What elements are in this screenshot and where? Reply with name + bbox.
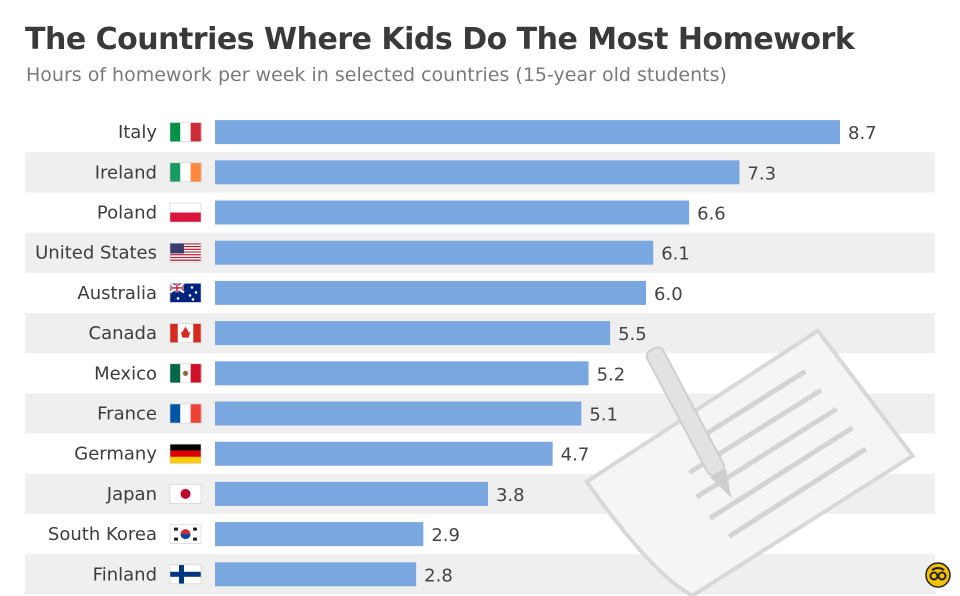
- value-label: 5.5: [618, 324, 647, 345]
- bar: [215, 481, 488, 506]
- finland-flag-icon: [169, 564, 202, 585]
- bar: [215, 280, 647, 305]
- value-label: 2.8: [424, 565, 453, 586]
- bar: [215, 120, 840, 145]
- category-label: Canada: [89, 323, 158, 344]
- homework-illustration: [583, 327, 916, 596]
- value-label: 7.3: [747, 163, 776, 184]
- category-label: Italy: [118, 122, 157, 143]
- row-band: [25, 554, 935, 595]
- australia-flag-icon: [169, 282, 202, 303]
- category-label: Japan: [106, 484, 157, 505]
- bar: [215, 321, 611, 346]
- category-label: France: [97, 404, 157, 425]
- value-label: 5.2: [597, 364, 626, 385]
- value-label: 8.7: [848, 123, 877, 144]
- bar: [215, 522, 424, 547]
- united-states-flag-icon: [169, 242, 202, 263]
- south-korea-flag-icon: [169, 524, 202, 544]
- value-label: 6.1: [661, 244, 690, 265]
- category-label: South Korea: [48, 524, 157, 545]
- japan-flag-icon: [169, 484, 202, 504]
- value-label: 4.7: [561, 445, 590, 466]
- category-label: Poland: [97, 203, 157, 224]
- bar: [215, 361, 589, 386]
- bar: [215, 562, 417, 587]
- canada-flag-icon: [169, 323, 202, 343]
- value-label: 2.9: [431, 525, 460, 546]
- value-label: 6.0: [654, 284, 683, 305]
- bar: [215, 401, 582, 426]
- value-label: 3.8: [496, 485, 525, 506]
- category-label: Mexico: [94, 363, 157, 384]
- category-label: Finland: [93, 564, 157, 585]
- value-label: 5.1: [589, 405, 618, 426]
- statista-logo-icon: [925, 562, 951, 588]
- poland-flag-icon: [169, 202, 202, 223]
- chart-title: The Countries Where Kids Do The Most Hom…: [25, 22, 855, 57]
- ireland-flag-icon: [169, 162, 202, 183]
- germany-flag-icon: [169, 443, 202, 464]
- france-flag-icon: [169, 403, 202, 424]
- chart-subtitle: Hours of homework per week in selected c…: [26, 64, 727, 86]
- category-label: Germany: [74, 444, 157, 465]
- category-label: Ireland: [95, 162, 157, 183]
- value-label: 6.6: [697, 204, 726, 225]
- italy-flag-icon: [169, 122, 202, 142]
- bar: [215, 240, 654, 265]
- bar: [215, 200, 690, 225]
- category-label: Australia: [77, 283, 157, 304]
- bar: [215, 441, 553, 466]
- mexico-flag-icon: [169, 363, 202, 384]
- category-label: United States: [35, 243, 157, 264]
- bar: [215, 160, 740, 185]
